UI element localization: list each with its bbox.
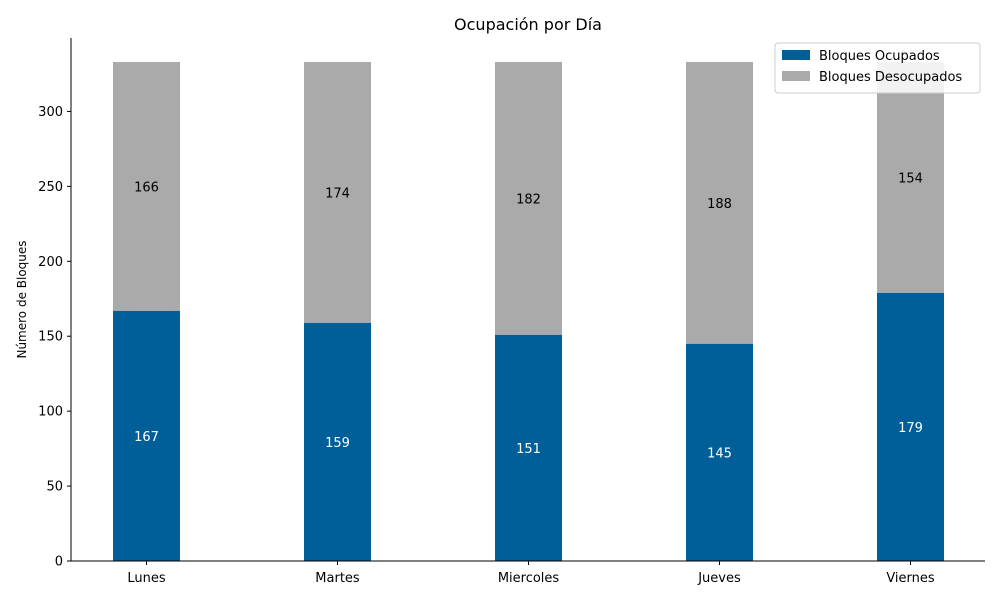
- x-tick-label: Jueves: [697, 571, 741, 586]
- bar-desocupados-lunes: [113, 61, 180, 311]
- bar-ocupados-viernes: [877, 292, 944, 561]
- x-tick-label: Miercoles: [498, 571, 560, 586]
- x-tick-label: Viernes: [886, 571, 935, 586]
- y-tick-label: 100: [38, 405, 63, 420]
- bar-value-label: 167: [134, 430, 159, 445]
- bar-desocupados-martes: [304, 61, 371, 323]
- bar-ocupados-miercoles: [495, 334, 562, 561]
- x-tick-label: Lunes: [127, 571, 165, 586]
- y-tick-label: 250: [38, 180, 63, 195]
- y-axis-label: Número de Bloques: [15, 240, 29, 358]
- legend-box: [774, 42, 981, 94]
- bar-desocupados-jueves: [686, 61, 753, 344]
- bar-labels-group: 167 166 159 174 151 182 145 188 179 154: [134, 171, 923, 461]
- legend: Bloques Ocupados Bloques Desocupados: [774, 42, 981, 94]
- y-tick-label: 150: [38, 330, 63, 345]
- bar-value-label: 174: [325, 186, 350, 201]
- bar-value-label: 179: [898, 421, 923, 436]
- bar-value-label: 154: [898, 171, 923, 186]
- legend-swatch: [782, 71, 810, 81]
- bar-value-label: 182: [516, 192, 541, 207]
- legend-label: Bloques Desocupados: [819, 70, 962, 85]
- bar-desocupados-miercoles: [495, 61, 562, 335]
- bar-ocupados-lunes: [113, 310, 180, 561]
- bar-value-label: 166: [134, 180, 159, 195]
- bar-ocupados-jueves: [686, 343, 753, 561]
- x-tick-label: Martes: [315, 571, 360, 586]
- y-tick-label: 200: [38, 255, 63, 270]
- legend-label: Bloques Ocupados: [819, 49, 940, 64]
- bar-value-label: 159: [325, 436, 350, 451]
- y-tick-label: 50: [46, 480, 63, 495]
- bar-value-label: 145: [707, 446, 732, 461]
- bar-ocupados-martes: [304, 322, 371, 561]
- bars-group: [113, 61, 944, 561]
- bar-desocupados-viernes: [877, 61, 944, 293]
- bar-value-label: 151: [516, 442, 541, 457]
- x-axis: Lunes Martes Miercoles Jueves Viernes: [71, 560, 985, 586]
- y-tick-label: 300: [38, 105, 63, 120]
- bar-value-label: 188: [707, 197, 732, 212]
- y-tick-label: 0: [55, 555, 63, 570]
- chart-title: Ocupación por Día: [454, 15, 602, 34]
- legend-swatch: [782, 50, 810, 60]
- y-axis: 0 50 100 150 200 250 300: [38, 38, 72, 570]
